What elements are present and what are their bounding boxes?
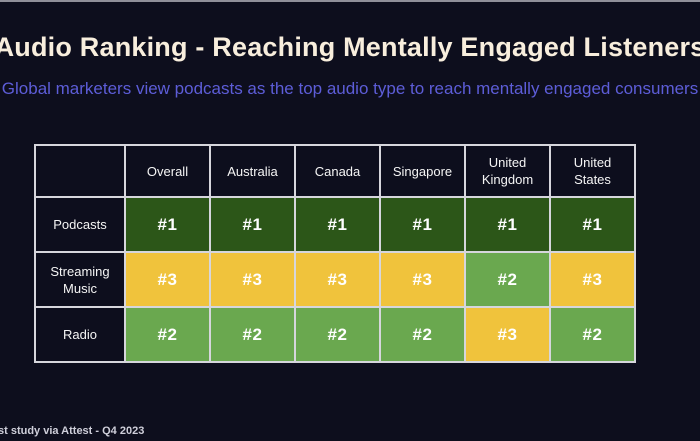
source-note: st study via Attest - Q4 2023 [0,425,145,437]
rank-cell: #3 [379,251,466,308]
table-row-radio: Radio #2 #2 #2 #2 #3 #2 [34,306,636,363]
table-body: Podcasts #1 #1 #1 #1 #1 #1 Streaming Music #3 #3 #… [34,196,636,363]
table-header-row: Overall Australia Canada Singapore United Ki… [34,144,636,198]
column-header-singapore: Singapore [379,144,466,198]
column-header-canada: Canada [294,144,381,198]
rank-cell: #2 [379,306,466,363]
column-header-united-kingdom: United Kingdom [464,144,551,198]
column-header-overall: Overall [124,144,211,198]
table-row-podcasts: Podcasts #1 #1 #1 #1 #1 #1 [34,196,636,253]
rank-cell: #1 [124,196,211,253]
rank-cell: #1 [379,196,466,253]
page-title: Audio Ranking - Reaching Mentally Engage… [0,32,700,62]
row-label: Podcasts [34,196,126,253]
rank-cell: #1 [464,196,551,253]
rank-cell: #2 [549,306,636,363]
row-label: Streaming Music [34,251,126,308]
rank-cell: #3 [294,251,381,308]
audio-ranking-table: Overall Australia Canada Singapore United Ki… [34,144,636,363]
rank-cell: #1 [209,196,296,253]
rank-cell: #2 [209,306,296,363]
rank-cell: #3 [124,251,211,308]
rank-cell: #3 [209,251,296,308]
column-header-australia: Australia [209,144,296,198]
corner-cell [34,144,126,198]
rank-cell: #1 [549,196,636,253]
table-row-streaming-music: Streaming Music #3 #3 #3 #3 #2 #3 [34,251,636,308]
top-divider-line [0,0,700,2]
row-label: Radio [34,306,126,363]
rank-cell: #2 [464,251,551,308]
rank-cell: #1 [294,196,381,253]
rank-cell: #2 [124,306,211,363]
rank-cell: #3 [549,251,636,308]
rank-cell: #2 [294,306,381,363]
page-subtitle: Global marketers view podcasts as the to… [1,79,699,98]
rank-cell: #3 [464,306,551,363]
column-header-united-states: United States [549,144,636,198]
